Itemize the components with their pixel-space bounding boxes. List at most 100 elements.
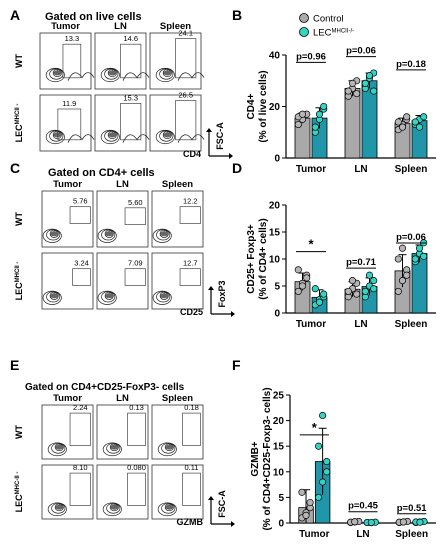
gate-box bbox=[72, 268, 91, 286]
data-point bbox=[306, 498, 314, 507]
row-label-wt: WT bbox=[14, 54, 24, 68]
data-point bbox=[361, 287, 369, 295]
density-contour bbox=[106, 442, 121, 454]
data-point bbox=[314, 493, 323, 501]
significance-label: p=0.71 bbox=[346, 257, 377, 268]
density-contour bbox=[155, 129, 175, 145]
x-category-label: Spleen bbox=[395, 164, 428, 175]
plot-frame bbox=[151, 252, 204, 310]
density-contour bbox=[104, 68, 119, 80]
data-point bbox=[298, 488, 306, 496]
density-contour bbox=[109, 503, 119, 512]
flow-plot-c-1-2: 12.7 bbox=[151, 252, 204, 310]
data-point bbox=[411, 255, 419, 263]
density-contour bbox=[97, 290, 117, 305]
density-contour bbox=[47, 502, 67, 517]
flow-plot-c-0-0: 5.76 bbox=[41, 190, 94, 248]
arrowhead bbox=[208, 286, 214, 290]
density-contour bbox=[161, 442, 176, 454]
data-point bbox=[315, 298, 324, 306]
density-contour bbox=[54, 443, 64, 452]
legend-label-lec: LECMHCII-/- bbox=[313, 28, 354, 39]
plot-frame bbox=[39, 32, 92, 90]
x-category-label: Tumor bbox=[296, 164, 326, 175]
legend-marker-lec bbox=[299, 27, 309, 37]
plot-frame bbox=[96, 464, 149, 520]
density-contour bbox=[164, 443, 174, 452]
density-contour bbox=[51, 502, 66, 514]
y-axis-subtitle: (% of live cells) bbox=[258, 70, 269, 142]
density-contour bbox=[49, 229, 59, 238]
panel-letter-a: A bbox=[10, 7, 20, 23]
density-core bbox=[50, 231, 59, 237]
flow-plot-c-0-1: 5.60 bbox=[96, 190, 149, 248]
flow-plot-e-0-1: 0.13 bbox=[96, 403, 149, 460]
flow-plot-a-1-2: 26.5 bbox=[149, 91, 205, 152]
legend-marker-control bbox=[299, 13, 309, 23]
y-axis-title: GZMB+ bbox=[250, 441, 261, 476]
significance-label: * bbox=[308, 237, 314, 252]
data-point bbox=[320, 102, 328, 111]
gate-box bbox=[179, 268, 201, 286]
panel-title-e: Gated on CD4+CD25-FoxP3- cells bbox=[25, 382, 185, 393]
density-contour bbox=[102, 502, 122, 517]
arrowhead bbox=[231, 521, 235, 527]
density-contour bbox=[159, 291, 169, 300]
data-point bbox=[311, 285, 319, 293]
gate-percentage: 11.9 bbox=[62, 99, 76, 108]
gate-percentage: 7.09 bbox=[128, 259, 143, 268]
data-point bbox=[294, 287, 302, 295]
gate-box bbox=[179, 206, 201, 224]
density-core bbox=[53, 132, 62, 138]
density-core bbox=[163, 70, 172, 76]
plot-frame bbox=[41, 190, 94, 248]
data-point bbox=[403, 271, 411, 279]
panel-title-a: Gated on live cells bbox=[45, 11, 142, 23]
density-core bbox=[108, 70, 117, 76]
y-tick-label: 5 bbox=[274, 282, 280, 293]
row-label-wt: WT bbox=[14, 425, 24, 439]
significance-label: p=0.45 bbox=[348, 501, 379, 512]
density-contour bbox=[164, 503, 174, 512]
data-point bbox=[311, 123, 319, 131]
y-tick-label: 20 bbox=[269, 201, 281, 212]
panel-letter-d: D bbox=[232, 160, 242, 176]
flow-plot-a-0-2: 24.1 bbox=[149, 29, 205, 90]
density-core bbox=[110, 504, 119, 510]
density-contour bbox=[161, 502, 176, 514]
column-header-ln: LN bbox=[116, 393, 129, 404]
arrowhead bbox=[208, 496, 214, 500]
column-header-tumor: Tumor bbox=[53, 179, 82, 190]
y-tick-label: 15 bbox=[273, 442, 285, 453]
gate-box bbox=[124, 268, 146, 286]
density-core bbox=[55, 504, 64, 510]
density-contour bbox=[45, 67, 65, 83]
density-contour bbox=[155, 67, 175, 83]
column-header-spleen: Spleen bbox=[162, 179, 193, 190]
gate-percentage: 13.3 bbox=[65, 34, 80, 43]
y-tick-label: 5 bbox=[278, 493, 284, 504]
y-tick-label: 10 bbox=[269, 255, 281, 266]
density-core bbox=[110, 444, 119, 450]
legend-label-control: Control bbox=[313, 14, 344, 25]
data-point bbox=[298, 282, 307, 290]
flow-plot-a-0-1: 14.6 bbox=[94, 32, 150, 90]
density-contour bbox=[42, 228, 62, 243]
data-point bbox=[403, 113, 411, 121]
density-contour bbox=[156, 229, 171, 241]
data-point bbox=[323, 468, 331, 476]
column-header-spleen: Spleen bbox=[160, 21, 191, 32]
data-point bbox=[365, 271, 374, 279]
gate-box bbox=[69, 412, 91, 446]
flow-plot-c-0-2: 12.2 bbox=[151, 190, 204, 248]
density-core bbox=[165, 444, 174, 450]
data-point bbox=[420, 113, 428, 121]
y-axis-subtitle: (% of CD4+CD25-Foxp3- cells) bbox=[262, 387, 273, 530]
gate-percentage: 5.76 bbox=[73, 197, 88, 206]
data-point bbox=[353, 90, 361, 98]
flow-plot-e-1-0: 8.10 bbox=[41, 463, 94, 520]
flow-plot-e-1-2: 0.11 bbox=[151, 463, 204, 520]
row-label-wt: WT bbox=[14, 212, 24, 226]
data-point bbox=[348, 277, 357, 285]
